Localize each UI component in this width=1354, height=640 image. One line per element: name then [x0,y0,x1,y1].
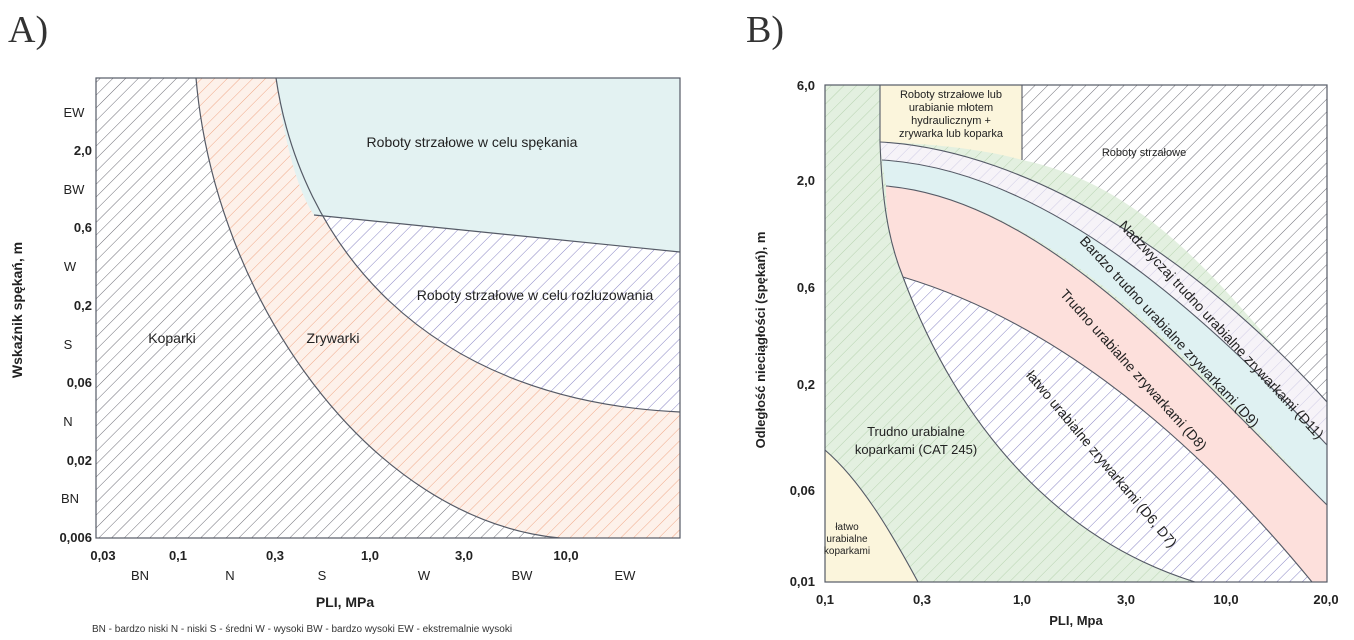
panel-a-y-classes: EW BW W S N BN [61,105,85,506]
panel-b-plot [825,85,1327,582]
label-mlot: Roboty strzałowe lub urabianie młotem hy… [899,89,1004,140]
y-tick: 6,0 [797,78,815,93]
x-tick: 0,3 [913,592,931,607]
y-tick: 0,2 [797,377,815,392]
y-tick: 0,006 [59,530,92,545]
y-tick: 0,02 [67,453,92,468]
x-tick: 3,0 [455,548,473,563]
y-tick: 0,06 [790,483,815,498]
x-tick: 3,0 [1117,592,1135,607]
x-tick: 1,0 [1013,592,1031,607]
x-class: BN [131,568,149,583]
x-tick: 20,0 [1313,592,1338,607]
panel-a-x-ticks: 0,03 0,1 0,3 1,0 3,0 10,0 [90,548,578,563]
y-tick: 0,2 [74,298,92,313]
panel-a-y-title: Wskaźnik spękań, m [9,242,25,378]
y-tick: 2,0 [797,173,815,188]
panel-a-x-title: PLI, MPa [316,594,375,610]
x-tick: 0,03 [90,548,115,563]
panel-a-frame [95,77,681,539]
panel-b-y-ticks: 6,0 2,0 0,6 0,2 0,06 0,01 [790,78,815,589]
x-tick: 0,3 [266,548,284,563]
panel-b-y-title: Odległość nieciągłości (spękań), m [753,232,768,449]
y-tick: 0,06 [67,375,92,390]
y-tick: 0,01 [790,574,815,589]
label-mlot-line: zrywarka lub koparka [899,128,1004,140]
panel-a-plot [96,78,680,538]
panel-b-letter: B) [746,9,784,51]
x-tick: 10,0 [553,548,578,563]
label-koparki: Koparki [148,330,195,346]
label-cat245: Trudno urabialne koparkami (CAT 245) [855,424,977,457]
panel-a-y-ticks: 2,0 0,6 0,2 0,06 0,02 0,006 [59,143,92,545]
label-rozluzowania: Roboty strzałowe w celu rozluzowania [417,287,654,303]
y-class: EW [64,105,86,120]
region-spekania [276,78,680,252]
label-mlot-line: Roboty strzałowe lub [900,89,1002,101]
x-class: EW [615,568,637,583]
region-latwo-koparki [825,450,918,582]
panel-a-letter: A) [8,9,49,51]
x-class: W [418,568,431,583]
y-class: BW [64,182,86,197]
x-tick: 0,1 [816,592,834,607]
panel-a-legend: BN - bardzo niski N - niski S - średni W… [92,624,513,635]
label-latwo-koparki: łatwo urabialne koparkami [824,522,870,557]
label-strzalowe: Roboty strzałowe [1102,147,1186,159]
x-tick: 1,0 [361,548,379,563]
panel-a-x-classes: BN N S W BW EW [131,568,636,583]
y-class: S [64,337,73,352]
y-class: N [63,414,72,429]
label-cat245-line: Trudno urabialne [867,424,965,439]
panel-b-x-title: PLI, Mpa [1049,613,1103,628]
x-class: S [318,568,327,583]
region-d8 [886,186,1327,582]
label-mlot-line: urabianie młotem [909,102,993,114]
y-tick: 0,6 [797,280,815,295]
label-latwo-line: koparkami [824,546,870,557]
x-class: BW [512,568,534,583]
label-latwo-line: urabialne [826,534,868,545]
panel-b-frame [824,84,1328,583]
panel-b-x-ticks: 0,1 0,3 1,0 3,0 10,0 20,0 [816,592,1339,607]
x-tick: 0,1 [169,548,187,563]
y-tick: 0,6 [74,220,92,235]
label-zrywarki: Zrywarki [307,330,360,346]
y-class: BN [61,491,79,506]
label-mlot-line: hydraulicznym + [911,115,991,127]
label-spekania: Roboty strzałowe w celu spękania [367,134,578,150]
y-tick: 2,0 [74,143,92,158]
x-class: N [225,568,234,583]
label-cat245-line: koparkami (CAT 245) [855,442,977,457]
x-tick: 10,0 [1213,592,1238,607]
label-latwo-line: łatwo [835,522,859,533]
region-mlot [880,85,1022,160]
y-class: W [64,259,77,274]
